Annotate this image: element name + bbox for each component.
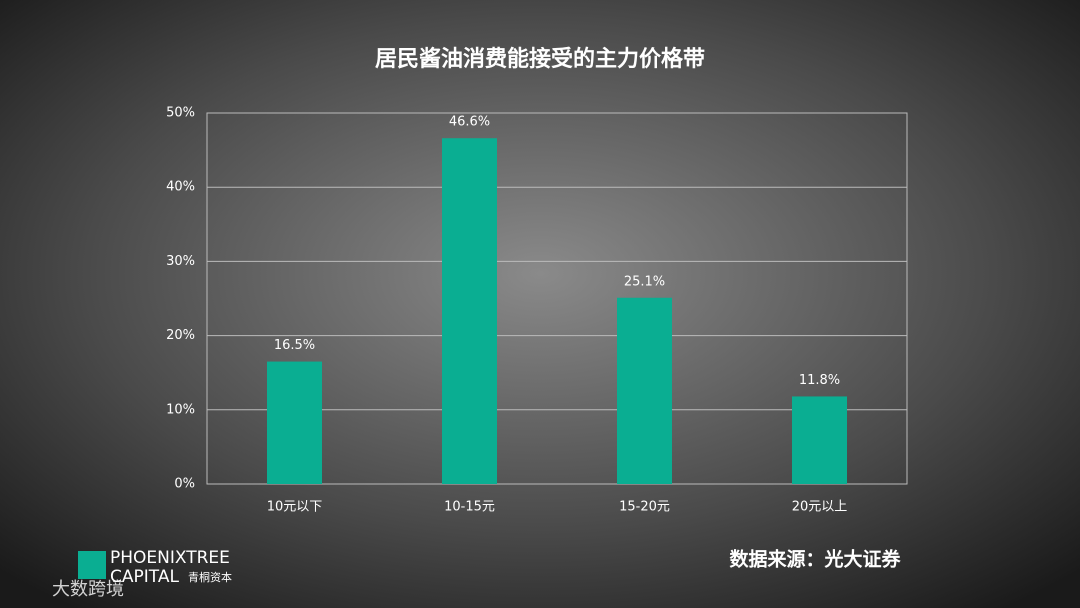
data-label: 46.6% (449, 115, 490, 130)
logo-sub: CAPITAL (110, 567, 179, 587)
data-label: 25.1% (624, 274, 665, 289)
watermark: 大数跨境 (52, 579, 124, 600)
x-tick-label: 10元以下 (267, 500, 323, 515)
data-label: 16.5% (274, 338, 315, 353)
bar (267, 361, 322, 484)
logo: PHOENIXTREE CAPITAL 青桐资本 (78, 548, 232, 587)
logo-name: PHOENIXTREE (110, 548, 230, 568)
x-tick-label: 10-15元 (444, 500, 495, 515)
logo-cn: 青桐资本 (188, 570, 232, 584)
y-tick-label: 40% (166, 180, 195, 195)
y-tick-label: 20% (166, 328, 195, 343)
y-tick-label: 10% (166, 402, 195, 417)
logo-icon (78, 551, 106, 579)
y-tick-label: 0% (174, 477, 195, 492)
source-note: 数据来源：光大证券 (729, 548, 901, 571)
x-tick-label: 15-20元 (619, 500, 670, 515)
bar (617, 297, 672, 484)
data-label: 11.8% (799, 373, 840, 388)
bar (792, 396, 847, 484)
y-tick-label: 30% (166, 254, 195, 269)
x-tick-label: 20元以上 (792, 500, 848, 515)
bar (442, 138, 497, 484)
y-tick-label: 50% (166, 106, 195, 121)
chart-title: 居民酱油消费能接受的主力价格带 (375, 46, 705, 72)
